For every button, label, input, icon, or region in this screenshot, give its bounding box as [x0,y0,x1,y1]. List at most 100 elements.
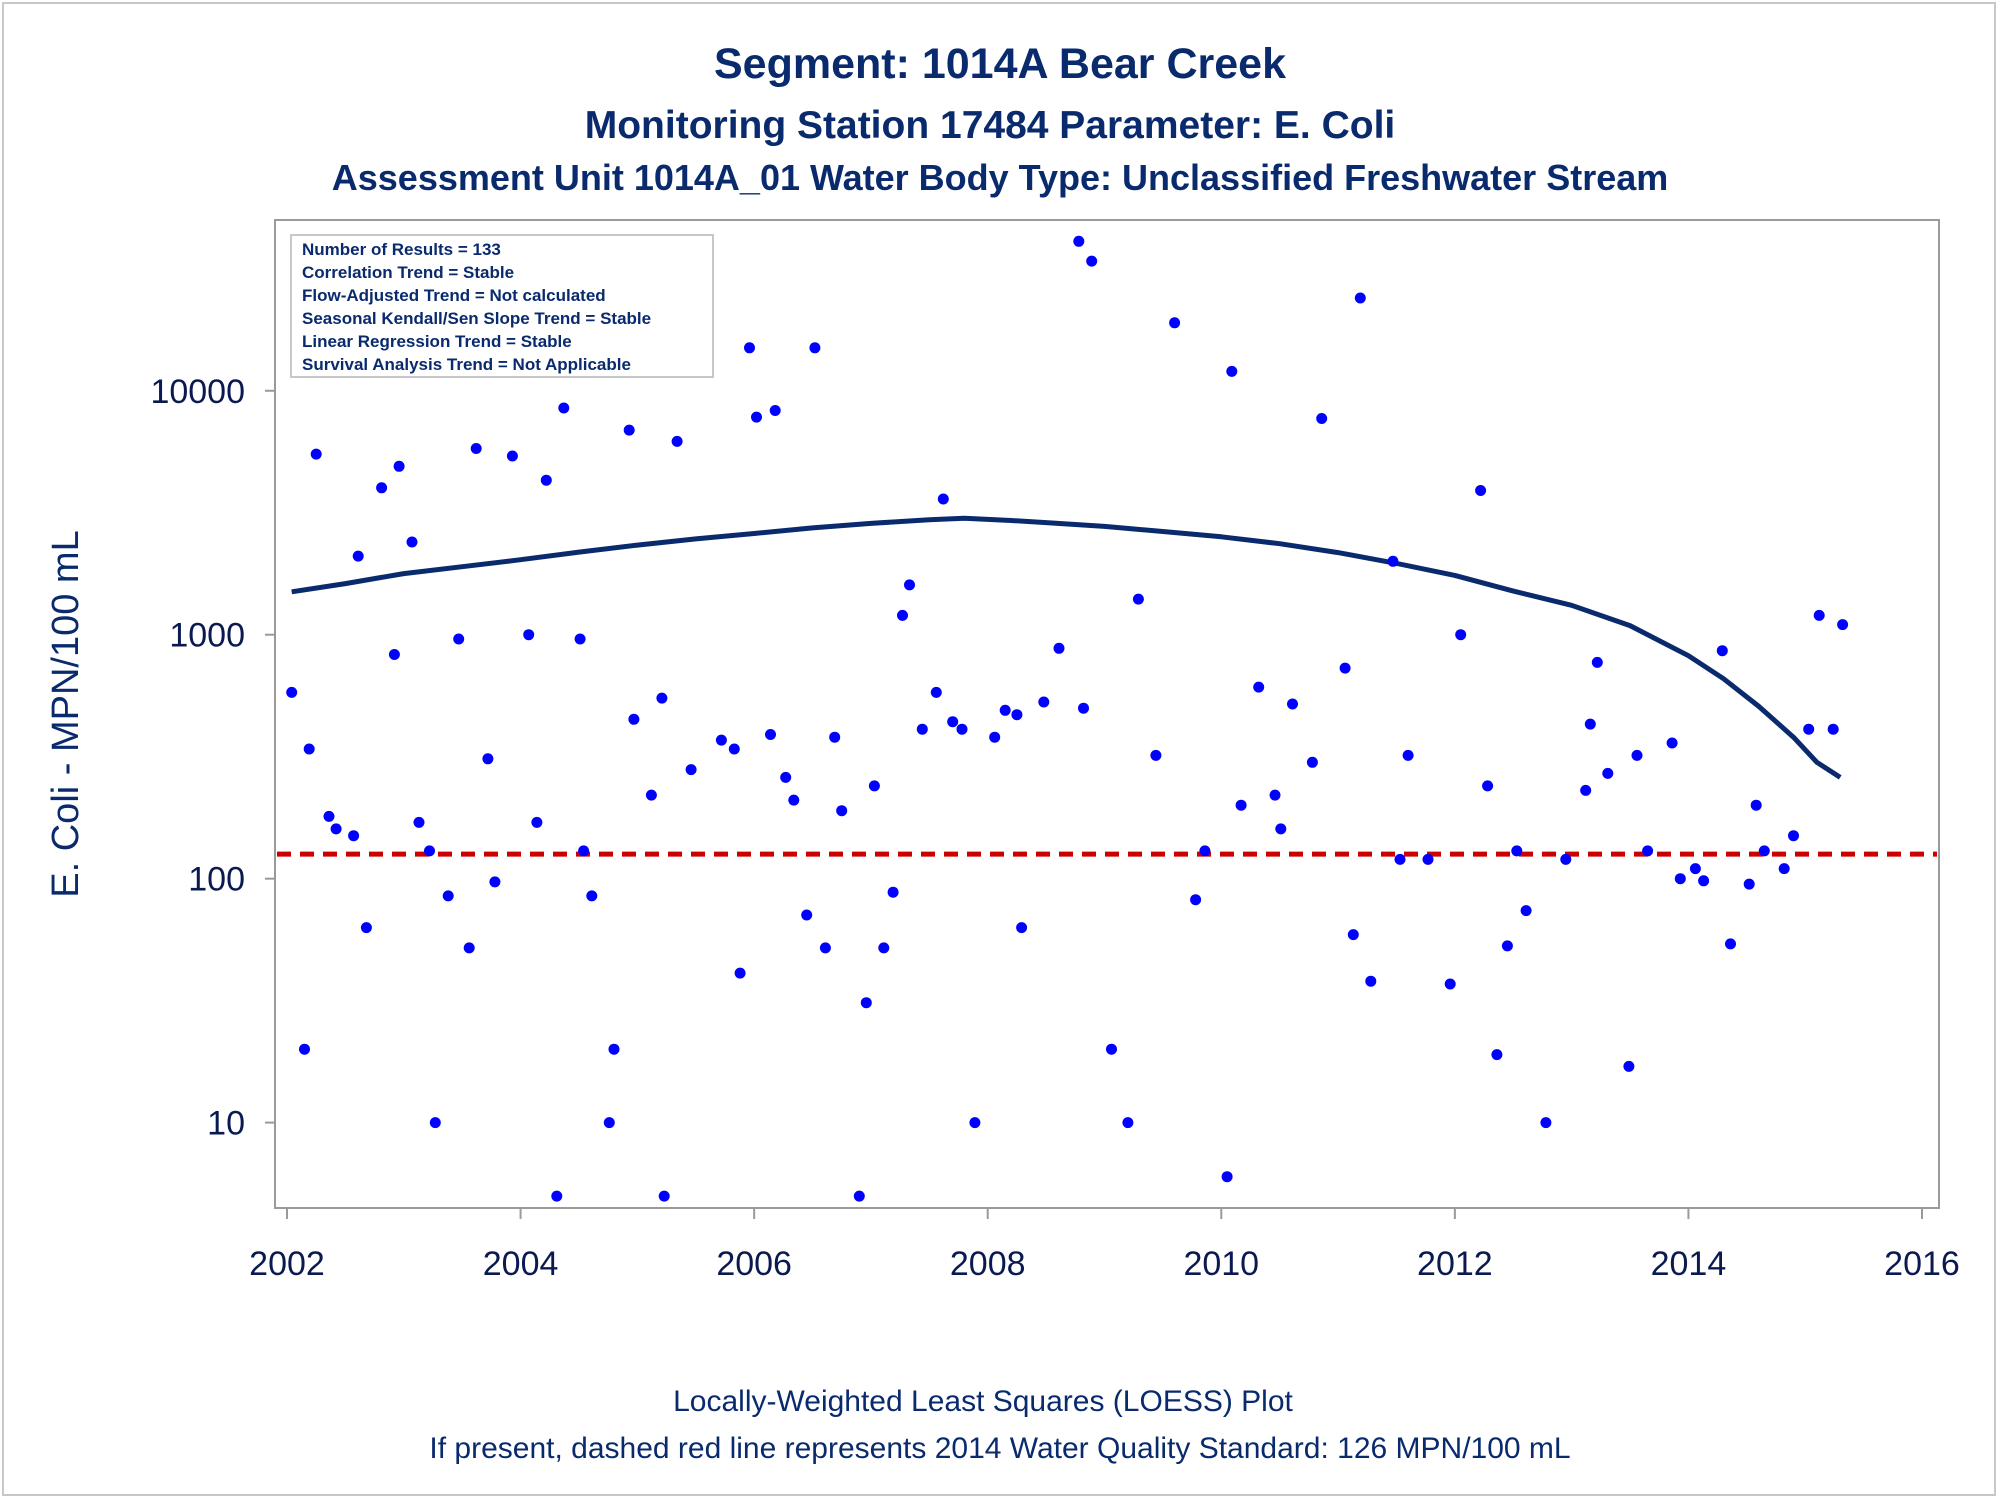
data-point [348,830,360,842]
data-point [1422,853,1434,865]
loess-group [291,515,1842,780]
data-point [429,1117,441,1129]
data-point [829,731,841,743]
data-point [299,1043,310,1055]
data-point [671,435,683,447]
data-point [1475,485,1487,496]
data-point [836,805,848,817]
data-point [574,633,586,645]
data-point [1674,873,1686,885]
data-point [1827,723,1839,735]
stats-box-frame [290,234,714,378]
footnote-loess: Locally-Weighted Least Squares (LOESS) P… [673,1385,1293,1418]
data-point [470,443,482,454]
data-point [1725,938,1736,950]
x-tick-label: 2010 [1183,1245,1259,1283]
data-point [769,405,781,416]
data-point [578,845,590,857]
data-point [1339,662,1351,674]
data-point [1199,845,1211,857]
data-point [1365,975,1377,987]
data-point [623,424,635,436]
data-point [969,1117,981,1129]
data-point [916,723,928,735]
data-point [1837,619,1849,631]
stat-correlation-trend: Correlation Trend = Stable [302,263,514,282]
y-axis: 10 100 1000 10000 [150,373,275,1143]
data-point [551,1190,563,1202]
data-point [1122,1117,1134,1129]
stat-flow-adjusted-trend: Flow-Adjusted Trend = Not calculated [302,286,606,305]
data-point [1716,645,1728,657]
data-point [1511,845,1523,857]
stat-survival-analysis-trend: Survival Analysis Trend = Not Applicable [302,355,631,374]
data-point [506,450,518,462]
data-point [1347,929,1359,941]
data-point [1631,749,1643,761]
data-point [685,764,697,776]
data-point [360,922,372,934]
data-point [780,771,792,783]
data-point [1394,853,1406,865]
data-point [1642,845,1654,857]
data-point [1253,681,1265,693]
data-point [904,579,915,591]
data-point [1235,799,1247,811]
data-point [1520,905,1532,917]
data-point [897,609,908,621]
data-point [744,342,755,354]
data-point [1150,749,1162,761]
x-tick-label: 2008 [950,1245,1026,1283]
data-point [489,876,501,888]
data-point [1221,1171,1233,1183]
data-point [1269,789,1281,801]
data-point [352,550,364,562]
chart-title: Segment: 1014A Bear Creek [714,40,1286,88]
data-point [1287,698,1298,710]
data-point [1602,767,1614,779]
data-point [1078,702,1089,714]
data-point [1803,723,1815,735]
data-point [1316,413,1328,424]
data-point [887,886,899,898]
data-point [1086,255,1098,267]
data-point [1591,656,1603,668]
data-point [1444,978,1456,990]
x-tick-label: 2002 [249,1245,325,1283]
data-point [1106,1043,1117,1055]
data-point [330,823,342,835]
x-axis: 2002 2004 2006 2008 2010 2012 2014 2016 [249,1208,1960,1283]
y-tick-label: 1000 [169,617,245,655]
data-point [1580,784,1592,796]
data-point [1778,863,1790,875]
data-point [734,967,746,979]
x-tick-label: 2014 [1651,1245,1727,1283]
data-point [999,704,1011,716]
data-point [1132,593,1144,605]
data-point [728,743,740,755]
plot-area [274,219,1940,1209]
stat-linear-regression-trend: Linear Regression Trend = Stable [302,332,572,351]
x-tick-label: 2012 [1417,1245,1493,1283]
data-point [809,342,821,354]
x-tick-label: 2016 [1884,1245,1960,1283]
loess-line [291,515,1842,780]
stat-seasonal-kendall-trend: Seasonal Kendall/Sen Slope Trend = Stabl… [302,309,651,328]
data-point [1560,853,1572,865]
data-point [442,890,454,902]
data-point [1016,922,1028,934]
data-point [286,686,298,698]
data-point [1758,845,1770,857]
data-point [860,997,872,1009]
data-point [540,474,552,486]
data-point [1073,235,1085,247]
data-point [937,493,949,505]
x-tick-label: 2004 [483,1245,559,1283]
stat-number-of-results: Number of Results = 133 [302,240,501,259]
data-point [303,743,315,755]
data-point [1743,878,1755,890]
data-point [947,716,959,728]
data-point [751,411,762,423]
footnote-standard: If present, dashed red line represents 2… [429,1432,1570,1465]
data-point [406,536,418,548]
